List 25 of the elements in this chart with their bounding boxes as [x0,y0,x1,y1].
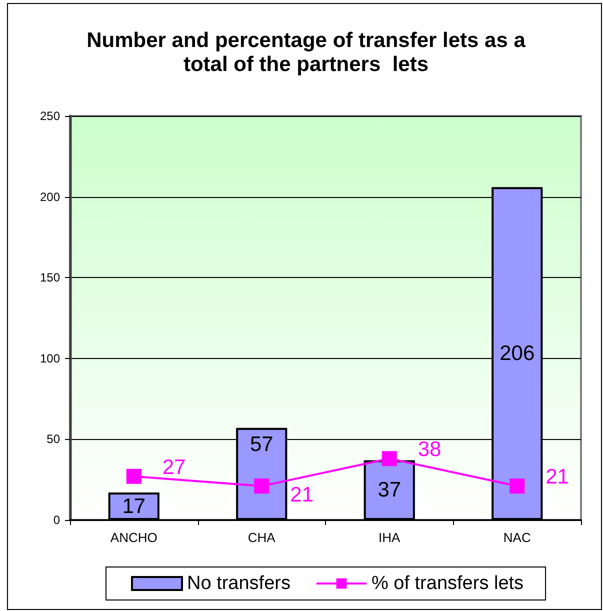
y-tick-label: 0 [53,513,60,527]
data-label: 38 [418,438,442,462]
point [126,468,142,484]
data-label: 37 [378,478,402,502]
y-tick-label: 250 [40,109,60,123]
point [510,478,525,494]
y-tick-label: 200 [40,190,60,204]
point [254,478,270,494]
x-tick-label: IHA [378,530,401,545]
data-label: 21 [546,466,569,489]
data-label: 17 [122,494,146,518]
y-tick-label: 50 [46,432,60,446]
data-label: 57 [250,432,274,456]
data-label: 206 [500,342,535,366]
point [382,451,397,466]
data-label: 21 [290,484,314,507]
x-tick-label: ANCHO [110,530,158,545]
x-tick-label: NAC [503,530,531,545]
x-tick-label: CHA [248,530,276,545]
legend-label: % of transfers lets [371,573,524,594]
y-tick-label: 100 [40,351,60,366]
chart-title: Number and percentage of transfer lets as a total of the partners lets [86,29,526,77]
legend-label: No transfers [187,573,290,594]
y-tick-label: 150 [40,270,60,285]
data-label: 27 [162,456,186,479]
